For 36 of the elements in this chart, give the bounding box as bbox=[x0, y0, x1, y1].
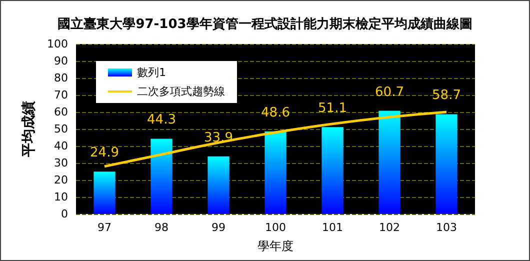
data-label: 24.9 bbox=[90, 146, 119, 161]
chart-title: 國立臺東大學97-103學年資管一程式設計能力期末檢定平均成績曲線圖 bbox=[58, 16, 472, 32]
data-label: 48.6 bbox=[261, 105, 290, 120]
y-tick-label: 90 bbox=[54, 54, 68, 68]
bar bbox=[378, 110, 400, 214]
y-tick-label: 10 bbox=[54, 190, 68, 204]
y-tick-label: 40 bbox=[54, 140, 68, 152]
x-tick-label: 100 bbox=[265, 221, 286, 234]
x-tick-label: 98 bbox=[154, 221, 168, 234]
bar bbox=[208, 156, 230, 214]
y-tick-label: 100 bbox=[47, 38, 68, 50]
legend-label: 數列1 bbox=[137, 66, 166, 79]
data-label: 58.7 bbox=[432, 88, 461, 104]
x-tick-label: 102 bbox=[379, 221, 400, 234]
x-tick-label: 101 bbox=[322, 221, 343, 234]
y-tick-label: 20 bbox=[54, 174, 68, 186]
y-tick-label: 80 bbox=[54, 72, 68, 84]
data-label: 44.3 bbox=[147, 112, 176, 128]
x-axis-title: 學年度 bbox=[258, 239, 294, 253]
data-label: 60.7 bbox=[375, 84, 404, 100]
y-tick-label: 0 bbox=[61, 208, 68, 220]
x-tick-label: 97 bbox=[98, 221, 112, 234]
y-tick-label: 50 bbox=[54, 122, 68, 136]
x-tick-label: 103 bbox=[436, 221, 457, 234]
bar bbox=[150, 138, 172, 214]
bar bbox=[436, 114, 458, 214]
y-tick-label: 30 bbox=[54, 156, 68, 170]
legend-label: 二次多項式趨勢線 bbox=[137, 85, 225, 98]
y-tick-label: 70 bbox=[54, 88, 68, 102]
bar bbox=[94, 172, 116, 214]
bar bbox=[264, 131, 286, 214]
y-axis-title: 平均成績 bbox=[21, 101, 38, 158]
bar bbox=[322, 127, 344, 214]
y-tick-label: 60 bbox=[54, 106, 68, 118]
x-tick-label: 99 bbox=[212, 221, 226, 234]
data-label: 51.1 bbox=[318, 101, 347, 116]
